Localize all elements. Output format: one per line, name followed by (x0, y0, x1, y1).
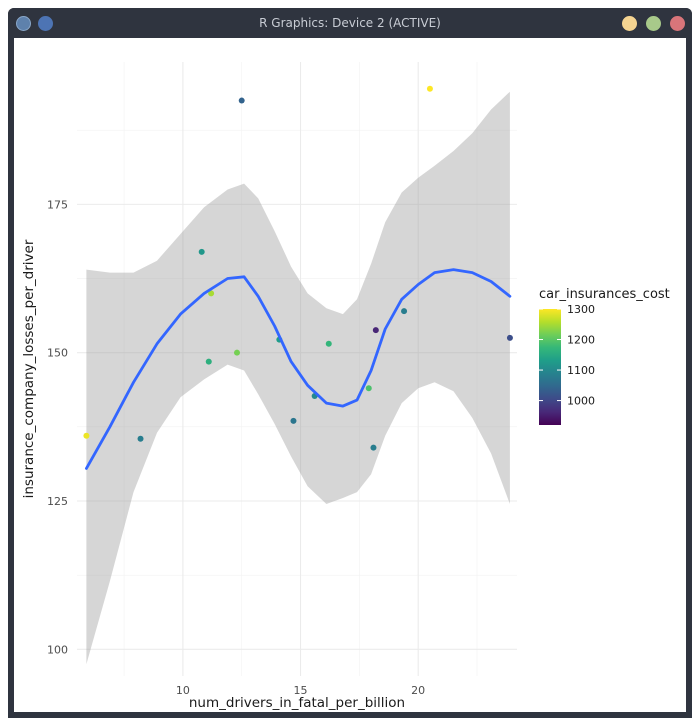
y-tick-label: 175 (47, 198, 68, 211)
minimize-icon[interactable] (622, 16, 637, 31)
data-point (426, 85, 433, 92)
data-point (208, 290, 215, 297)
y-axis-title: insurance_company_losses_per_driver (21, 239, 37, 498)
data-point (372, 327, 379, 334)
legend-tick-label: 1100 (567, 364, 595, 377)
x-axis-title: num_drivers_in_fatal_per_billion (189, 695, 405, 711)
data-point (325, 340, 332, 347)
x-tick-label: 15 (294, 684, 308, 697)
r-app-icon[interactable] (16, 16, 31, 31)
pin-icon[interactable] (38, 16, 53, 31)
data-point (234, 349, 240, 356)
data-point (506, 334, 513, 341)
data-point (238, 97, 245, 104)
title-bar[interactable]: R Graphics: Device 2 (ACTIVE) (8, 8, 692, 38)
close-icon[interactable] (670, 16, 685, 31)
scatter-chart: 10 15 20 100 125 150 175 num_drivers_in_fatal_p… (21, 62, 670, 711)
confidence-band (86, 91, 510, 665)
data-point (137, 435, 144, 442)
y-tick-label: 150 (47, 347, 68, 360)
data-point (205, 358, 212, 365)
legend-tick-label: 1000 (567, 395, 595, 408)
r-graphics-window: R Graphics: Device 2 (ACTIVE) 10 15 20 100 1… (8, 8, 692, 718)
loess-smooth-line (85, 268, 512, 470)
legend-tick-label: 1200 (567, 334, 595, 347)
data-point (198, 248, 205, 255)
y-tick-label: 100 (47, 643, 68, 656)
x-tick-label: 20 (411, 684, 425, 697)
data-point (401, 308, 408, 315)
data-point (290, 417, 297, 424)
plot-canvas: 10 15 20 100 125 150 175 num_drivers_in_fatal_p… (14, 38, 686, 712)
y-tick-label: 125 (47, 495, 68, 508)
maximize-icon[interactable] (646, 16, 661, 31)
window-title: R Graphics: Device 2 (ACTIVE) (259, 16, 441, 30)
data-point (370, 444, 377, 451)
x-tick-label: 10 (176, 684, 190, 697)
legend-title: car_insurances_cost (539, 287, 670, 302)
colorbar (539, 309, 561, 425)
data-point (365, 385, 372, 392)
data-point (83, 432, 90, 439)
legend-tick-label: 1300 (567, 303, 595, 316)
